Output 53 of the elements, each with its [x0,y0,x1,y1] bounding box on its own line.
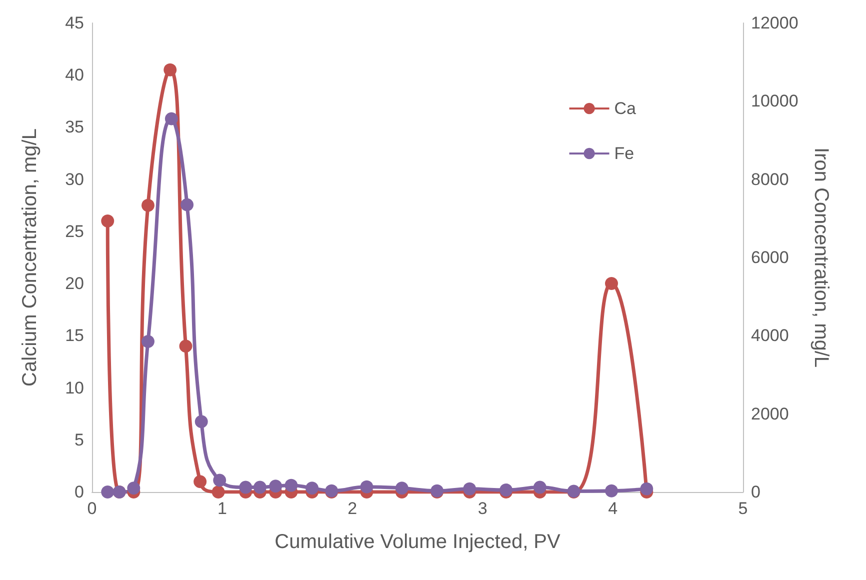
x-axis-title: Cumulative Volume Injected, PV [274,531,562,553]
y-tick-label: 35 [65,118,84,137]
legend-label: Fe [614,144,634,163]
point [306,482,319,495]
x-tick-label: 2 [348,499,358,518]
y2-tick-label: 10000 [751,92,798,111]
y-tick-label: 5 [74,430,84,450]
y2-tick-label: 2000 [751,404,789,424]
y-tick-label: 40 [65,66,84,85]
y2-tick-label: 8000 [751,170,789,189]
point [194,475,207,488]
point [142,198,154,212]
point [194,415,208,428]
y-tick-label: 25 [65,222,84,241]
legend-label: Ca [614,99,637,118]
x-tick-label: 4 [608,499,618,518]
point [395,482,408,495]
point [142,335,154,348]
point [640,482,654,496]
x-tick-label: 3 [478,499,488,518]
y-tick-label: 45 [65,14,84,32]
point [253,480,266,494]
y-tick-label: 15 [65,326,84,346]
point [179,340,192,353]
x-tick-label: 1 [217,499,227,518]
x-tick-label: 0 [87,499,97,518]
point [180,198,194,212]
point [213,474,226,487]
y2-tick-label: 0 [751,482,760,502]
point [164,112,178,126]
point [212,486,225,498]
y-tick-label: 20 [65,274,84,294]
y-tick-label: 0 [74,482,84,502]
y2-tick-label: 6000 [751,248,789,267]
point [101,214,114,228]
y2-tick-label: 12000 [751,14,798,32]
point [239,480,252,494]
point [463,482,476,496]
point [284,478,298,492]
y2-axis-title: Iron Concentration, mg/L [810,147,832,368]
point [127,482,140,495]
point [360,480,374,494]
point [605,484,618,498]
point [101,486,114,498]
x-tick-label: 5 [738,499,748,518]
y-axis-title: Calcium Concentration, mg/L [19,128,41,386]
y-tick-label: 10 [65,378,84,398]
point [605,277,618,290]
y2-tick-label: 4000 [751,326,789,346]
y-tick-label: 30 [65,170,84,189]
point [269,480,282,493]
point [164,63,177,76]
point [533,480,546,494]
